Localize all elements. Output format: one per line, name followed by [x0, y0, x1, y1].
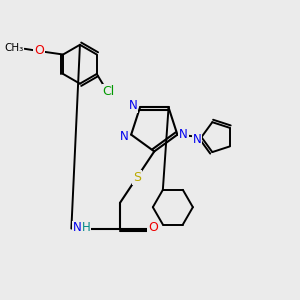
Text: N: N	[120, 130, 128, 142]
Text: Cl: Cl	[103, 85, 115, 98]
Text: S: S	[133, 171, 141, 184]
Text: N: N	[73, 221, 82, 234]
Text: CH₃: CH₃	[4, 43, 24, 52]
Text: N: N	[179, 128, 188, 141]
Text: N: N	[193, 133, 202, 146]
Text: O: O	[148, 221, 158, 234]
Text: O: O	[34, 44, 44, 57]
Text: N: N	[128, 99, 137, 112]
Text: H: H	[82, 221, 91, 234]
